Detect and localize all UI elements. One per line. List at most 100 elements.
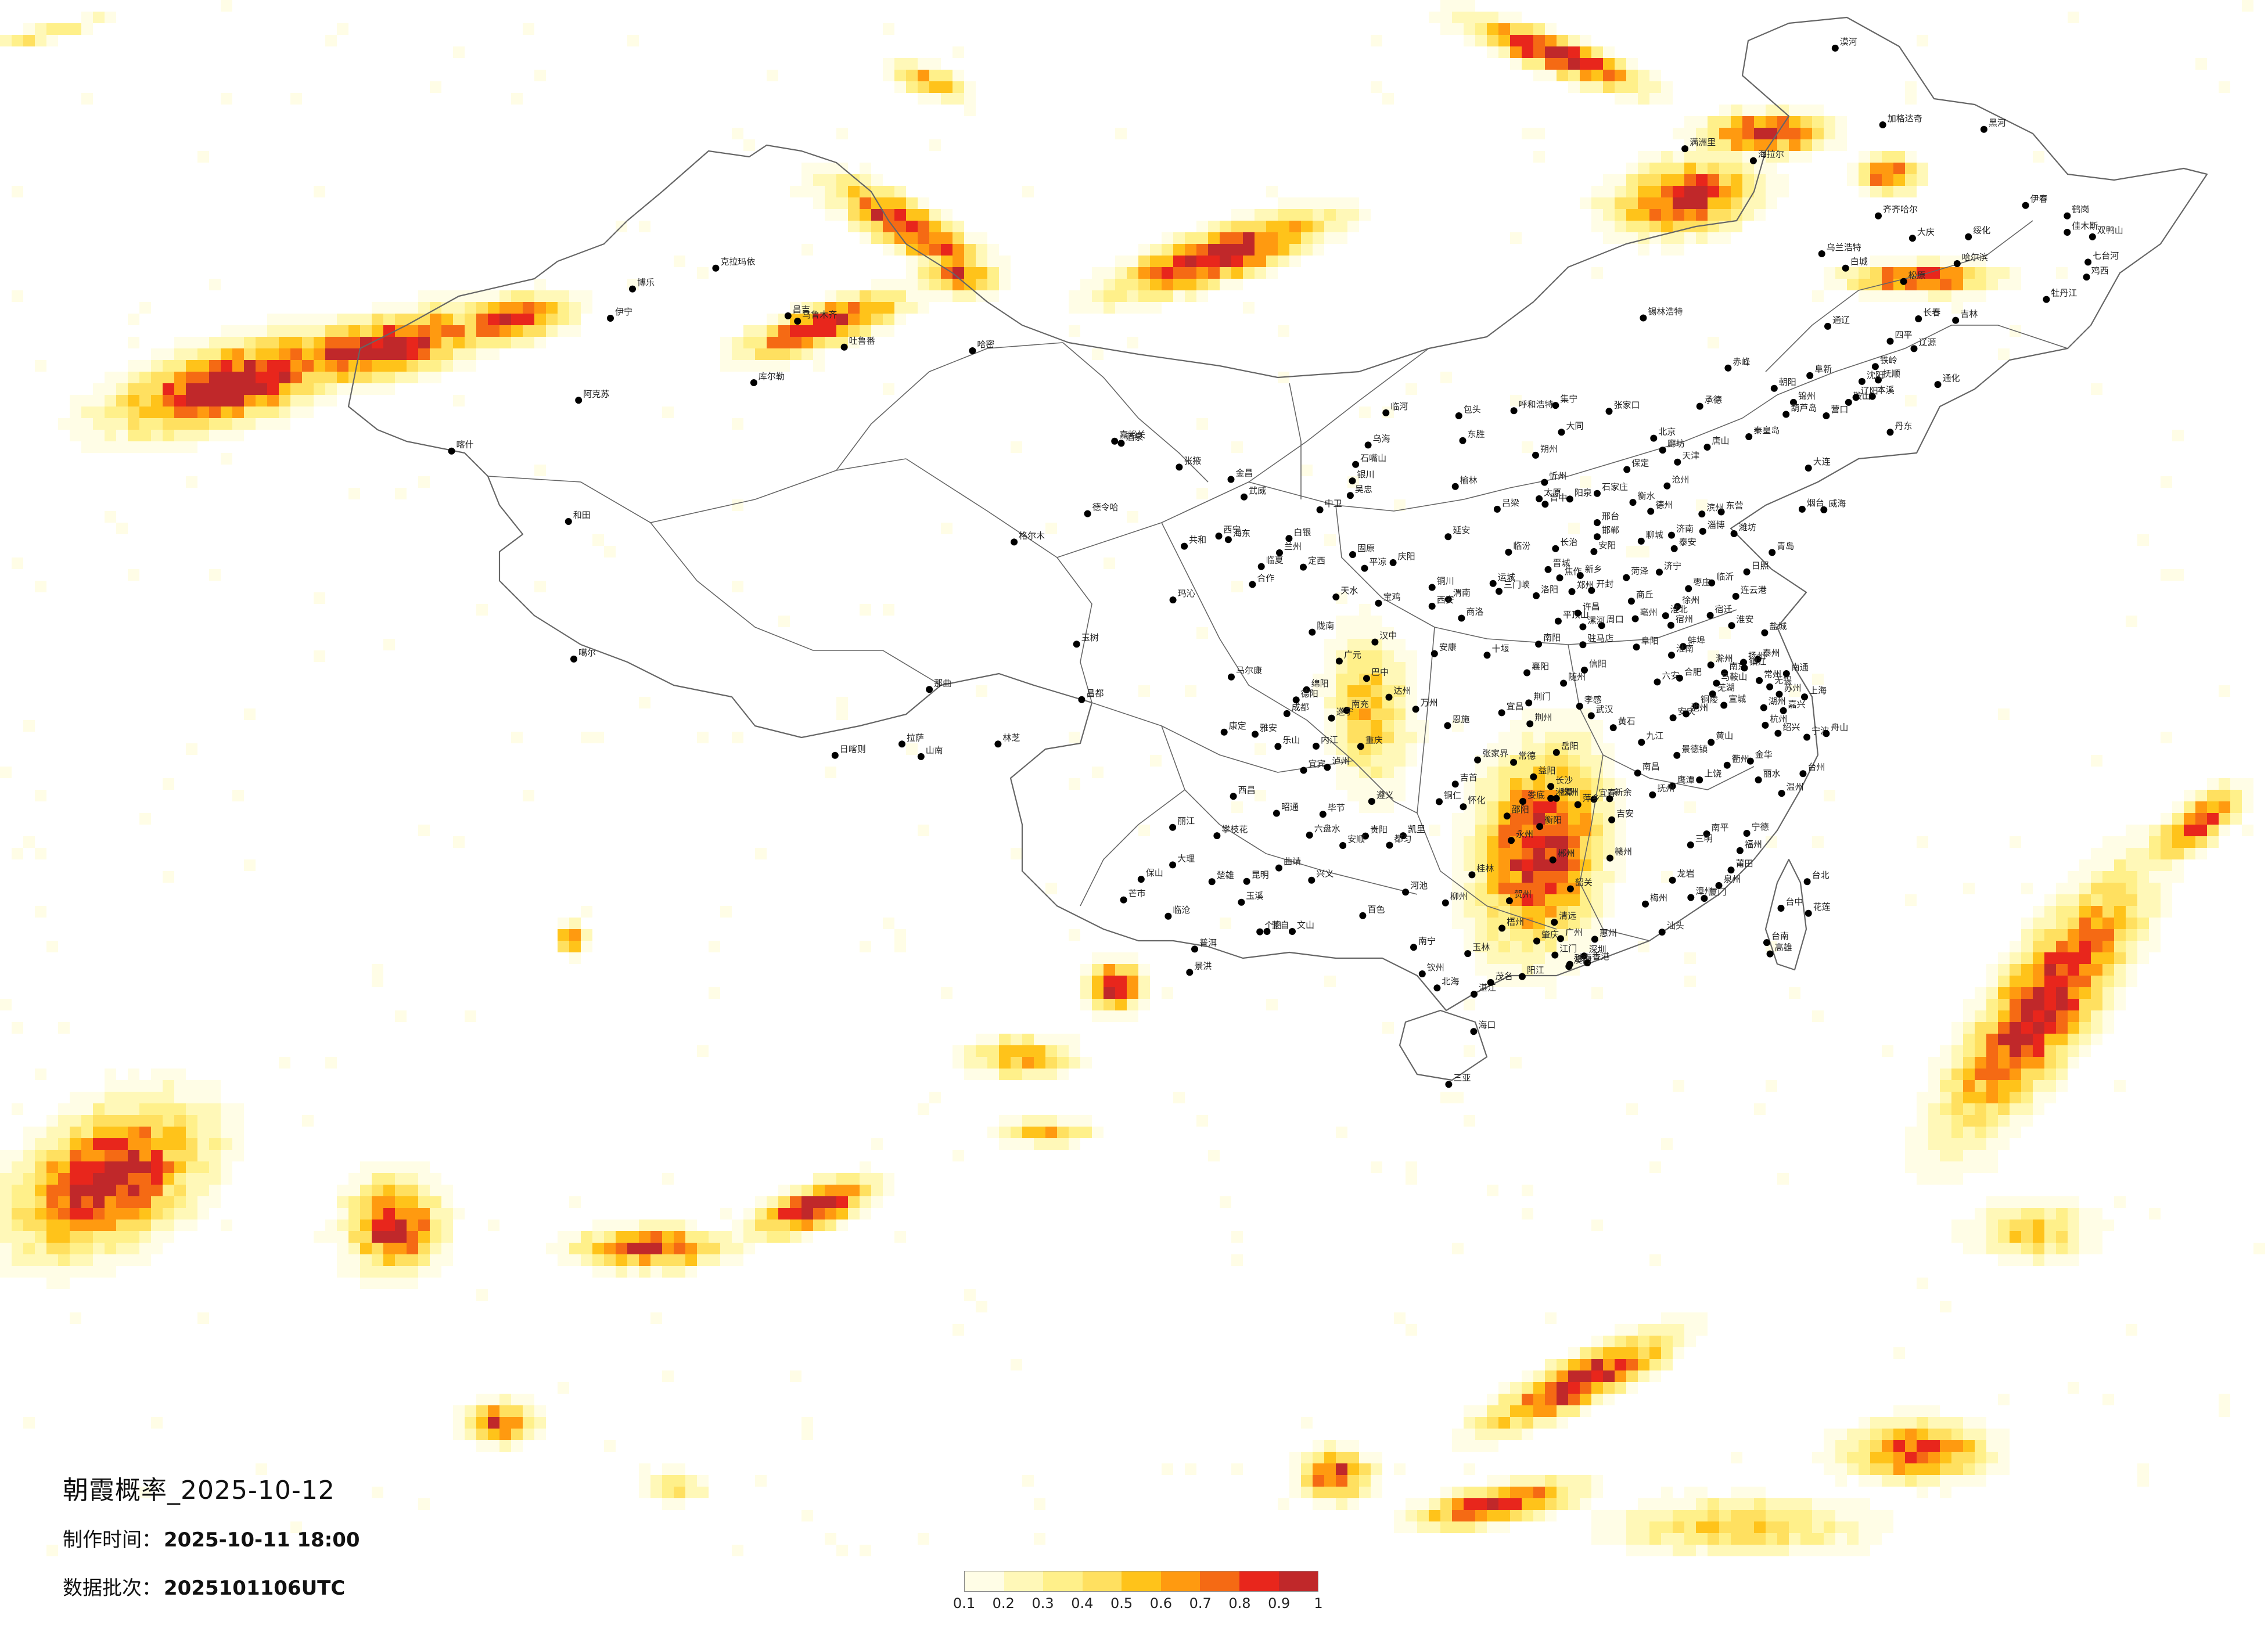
city-marker bbox=[1703, 444, 1711, 451]
probability-cell bbox=[1615, 1370, 1626, 1382]
probability-cell bbox=[81, 1196, 93, 1208]
city-marker bbox=[1215, 533, 1223, 540]
probability-cell bbox=[1905, 1429, 1917, 1440]
probability-cell bbox=[662, 1243, 674, 1254]
probability-cell bbox=[1371, 1452, 1382, 1463]
probability-cell bbox=[360, 360, 372, 372]
probability-cell bbox=[1289, 1452, 1301, 1463]
city-label: 普洱 bbox=[1199, 937, 1217, 948]
probability-cell bbox=[1336, 662, 1347, 674]
probability-cell bbox=[1917, 163, 1928, 174]
probability-cell bbox=[197, 1080, 209, 1092]
probability-cell bbox=[1766, 197, 1777, 209]
probability-cell bbox=[1429, 1521, 1440, 1533]
city-label: 阜新 bbox=[1814, 364, 1832, 375]
probability-cell bbox=[534, 279, 546, 290]
city-label: 库尔勒 bbox=[759, 371, 785, 382]
probability-cell bbox=[348, 1220, 360, 1231]
city-label: 本溪 bbox=[1877, 385, 1895, 395]
probability-cell bbox=[1568, 720, 1580, 732]
probability-cell bbox=[232, 1103, 244, 1115]
probability-cell bbox=[35, 790, 46, 801]
probability-cell bbox=[256, 325, 267, 337]
probability-cell bbox=[1940, 1045, 1951, 1057]
probability-cell bbox=[1568, 1475, 1580, 1487]
probability-cell bbox=[1417, 1498, 1429, 1510]
probability-cell bbox=[1510, 825, 1522, 836]
probability-cell bbox=[244, 360, 256, 372]
probability-cell bbox=[1138, 999, 1150, 1010]
probability-cell bbox=[511, 1405, 523, 1417]
probability-cell bbox=[1998, 999, 2010, 1010]
probability-cell bbox=[1080, 999, 1092, 1010]
probability-cell bbox=[418, 290, 430, 302]
probability-cell bbox=[1812, 105, 1824, 116]
probability-cell bbox=[163, 871, 174, 883]
probability-cell bbox=[2091, 918, 2102, 929]
province-boundary bbox=[1161, 522, 1354, 761]
probability-cell bbox=[1696, 197, 1708, 209]
probability-cell bbox=[1568, 767, 1580, 778]
probability-cell bbox=[1185, 290, 1196, 302]
probability-cell bbox=[1859, 290, 1870, 302]
probability-cell bbox=[58, 1103, 70, 1115]
city-marker bbox=[1669, 876, 1676, 884]
probability-cell bbox=[1115, 128, 1127, 139]
probability-cell bbox=[511, 314, 523, 325]
probability-cell bbox=[12, 1243, 23, 1254]
probability-cell bbox=[697, 1475, 709, 1487]
probability-cell bbox=[2021, 918, 2033, 929]
probability-cell bbox=[953, 244, 964, 256]
probability-cell bbox=[1278, 244, 1289, 256]
probability-cell bbox=[1045, 1138, 1057, 1150]
probability-cell bbox=[906, 81, 918, 93]
probability-cell bbox=[825, 1220, 836, 1231]
probability-cell bbox=[1347, 1487, 1359, 1498]
probability-cell bbox=[221, 1150, 232, 1161]
probability-cell bbox=[1673, 232, 1684, 244]
probability-cell bbox=[116, 1208, 128, 1220]
city-label: 大同 bbox=[1566, 420, 1584, 431]
probability-cell bbox=[1603, 743, 1615, 755]
city-marker bbox=[1766, 950, 1774, 958]
city-label: 临沂 bbox=[1716, 571, 1734, 582]
probability-cell bbox=[1510, 929, 1522, 941]
probability-cell bbox=[1487, 46, 1498, 58]
probability-cell bbox=[1406, 743, 1417, 755]
probability-cell bbox=[465, 348, 476, 360]
probability-cell bbox=[1498, 1405, 1510, 1417]
probability-cell bbox=[81, 1173, 93, 1185]
city-label: 辽阳 bbox=[1861, 386, 1878, 396]
probability-cell bbox=[2044, 906, 2056, 918]
probability-cell bbox=[1324, 1463, 1336, 1475]
probability-cell bbox=[1092, 987, 1104, 999]
probability-cell bbox=[1243, 221, 1255, 232]
probability-cell bbox=[871, 221, 883, 232]
probability-cell bbox=[1975, 1080, 1986, 1092]
probability-cell bbox=[2033, 1243, 2044, 1254]
probability-cell bbox=[2068, 1243, 2079, 1254]
probability-cell bbox=[1475, 848, 1487, 859]
probability-cell bbox=[174, 1196, 186, 1208]
probability-cell bbox=[732, 360, 743, 372]
probability-cell bbox=[987, 1034, 999, 1045]
probability-cell bbox=[1580, 46, 1591, 58]
city-marker bbox=[840, 343, 848, 351]
probability-cell bbox=[1882, 267, 1893, 279]
legend-swatch bbox=[1200, 1571, 1239, 1591]
probability-cell bbox=[1812, 674, 1824, 685]
probability-cell bbox=[1731, 186, 1742, 197]
probability-cell bbox=[674, 1498, 685, 1510]
city-marker bbox=[1713, 679, 1720, 687]
probability-cell bbox=[871, 314, 883, 325]
probability-cell bbox=[650, 1475, 662, 1487]
probability-cell bbox=[569, 941, 581, 952]
city-label: 天水 bbox=[1340, 585, 1358, 596]
probability-cell bbox=[1545, 883, 1557, 894]
city-label: 玉树 bbox=[1081, 632, 1099, 643]
probability-cell bbox=[348, 1196, 360, 1208]
probability-cell bbox=[883, 1185, 894, 1196]
probability-cell bbox=[1220, 267, 1231, 279]
probability-cell bbox=[1557, 859, 1568, 871]
